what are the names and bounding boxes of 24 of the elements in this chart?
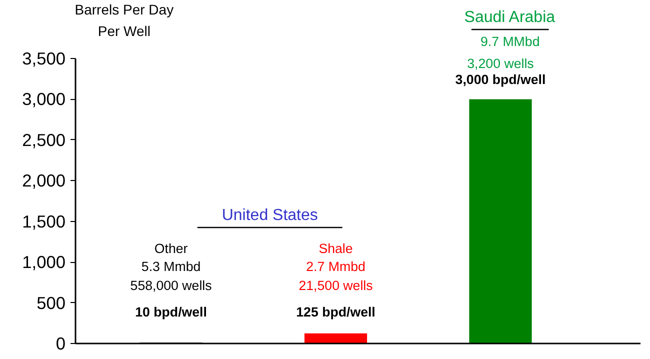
y-tick-label: 3,000 bbox=[22, 89, 66, 110]
annotation: 21,500 wells bbox=[298, 278, 374, 293]
annotation: 2.7 Mmbd bbox=[306, 259, 366, 274]
annotation: Other bbox=[154, 241, 188, 256]
annotation: 5.3 Mmbd bbox=[141, 259, 201, 274]
y-tick-label: 2,500 bbox=[22, 130, 66, 150]
y-tick-label: 0 bbox=[56, 334, 66, 354]
text: 9.7 MMbd bbox=[480, 34, 540, 49]
y-tick-label: 1,500 bbox=[22, 211, 66, 232]
bar bbox=[469, 99, 532, 344]
text: Saudi Arabia bbox=[464, 9, 556, 26]
y-tick-label: 500 bbox=[36, 292, 66, 313]
y-axis-title: Barrels Per Day Per Well bbox=[74, 2, 174, 40]
data-label: 3,000 bpd/well bbox=[455, 72, 546, 88]
data-label: 125 bpd/well bbox=[296, 304, 376, 320]
bar bbox=[304, 333, 368, 344]
annotation: 558,000 wells bbox=[130, 278, 212, 293]
data-label: 10 bpd/well bbox=[135, 304, 207, 320]
annotation: United States bbox=[222, 207, 318, 224]
y-tick-label: 3,500 bbox=[22, 48, 66, 68]
y-tick-label: 2,000 bbox=[22, 170, 66, 191]
y-tick-label: 1,000 bbox=[22, 252, 66, 272]
annotation: 3,200 wells bbox=[467, 56, 534, 71]
annotation: Shale bbox=[318, 241, 353, 256]
